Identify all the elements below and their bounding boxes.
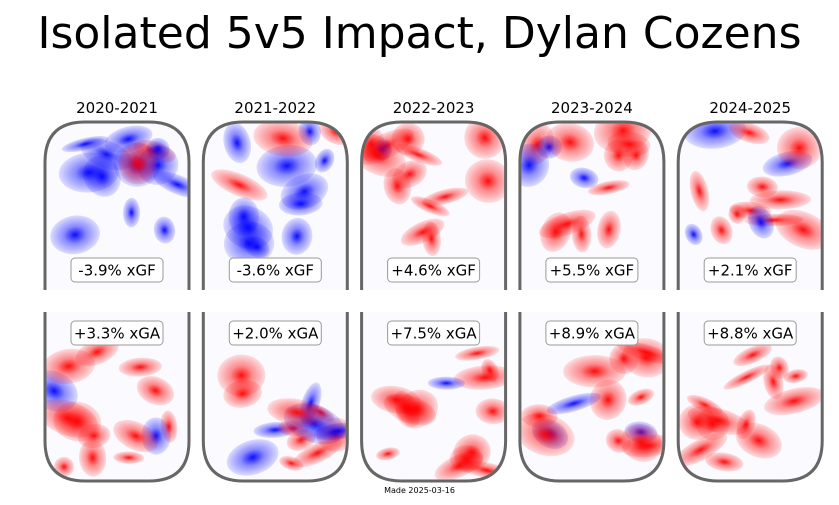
- xga-label: +2.0% xGA: [232, 325, 319, 343]
- xgf-label: +2.1% xGF: [708, 262, 793, 280]
- xgf-label-box: [387, 257, 481, 283]
- rink-outline-top: [43, 120, 191, 290]
- chart-title: Isolated 5v5 Impact, Dylan Cozens: [37, 8, 802, 59]
- xgf-label-box: [545, 257, 639, 283]
- rink-outline-top: [518, 120, 666, 290]
- rink-outline-top: [201, 120, 349, 290]
- xgf-label: -3.9% xGF: [78, 262, 155, 280]
- season-panel-2023-2024: 2023-2024 +5.5% xGF +8.9% xGA: [518, 99, 666, 483]
- xgf-label: +4.6% xGF: [391, 262, 476, 280]
- xga-label: +8.9% xGA: [549, 325, 636, 343]
- rink-outline-top: [676, 120, 824, 290]
- rink-outline-bottom: [518, 312, 666, 483]
- season-panel-2021-2022: 2021-2022 -3.6% xGF +2.0% xGA: [201, 99, 349, 483]
- rink-outline-bottom: [43, 312, 191, 483]
- season-label: 2023-2024: [551, 99, 633, 117]
- season-label: 2024-2025: [709, 99, 791, 117]
- season-panel-2020-2021: 2020-2021 -3.9% xGF +3.3% xGA: [43, 99, 191, 483]
- rink-outline-bottom: [201, 312, 349, 483]
- xga-label-box: [545, 320, 639, 346]
- season-label: 2022-2023: [393, 99, 475, 117]
- season-panel-2022-2023: 2022-2023 +4.6% xGF +7.5% xGA: [360, 99, 508, 483]
- xgf-label-box: [70, 257, 164, 283]
- footer-date: Made 2025-03-16: [384, 486, 455, 495]
- xga-label-box: [70, 320, 164, 346]
- density-heatmap: [45, 122, 189, 481]
- density-heatmap: [203, 122, 348, 481]
- season-panel-2024-2025: 2024-2025 +2.1% xGF +8.8% xGA: [676, 99, 824, 483]
- xga-label-box: [228, 320, 322, 346]
- density-heatmap: [519, 122, 664, 481]
- rink-outline-bottom: [360, 312, 508, 483]
- xgf-label: +5.5% xGF: [550, 262, 635, 280]
- season-label: 2020-2021: [76, 99, 158, 117]
- xga-label: +7.5% xGA: [390, 325, 477, 343]
- rink-outline-top: [360, 120, 508, 290]
- density-heatmap: [361, 122, 506, 481]
- xga-label: +3.3% xGA: [74, 325, 161, 343]
- xga-label: +8.8% xGA: [707, 325, 794, 343]
- season-label: 2021-2022: [234, 99, 316, 117]
- xgf-label-box: [228, 257, 322, 283]
- density-heatmap: [678, 122, 823, 481]
- xga-label-box: [703, 320, 797, 346]
- xgf-label: -3.6% xGF: [237, 262, 314, 280]
- xgf-label-box: [703, 257, 797, 283]
- xga-label-box: [387, 320, 481, 346]
- rink-outline-bottom: [676, 312, 824, 483]
